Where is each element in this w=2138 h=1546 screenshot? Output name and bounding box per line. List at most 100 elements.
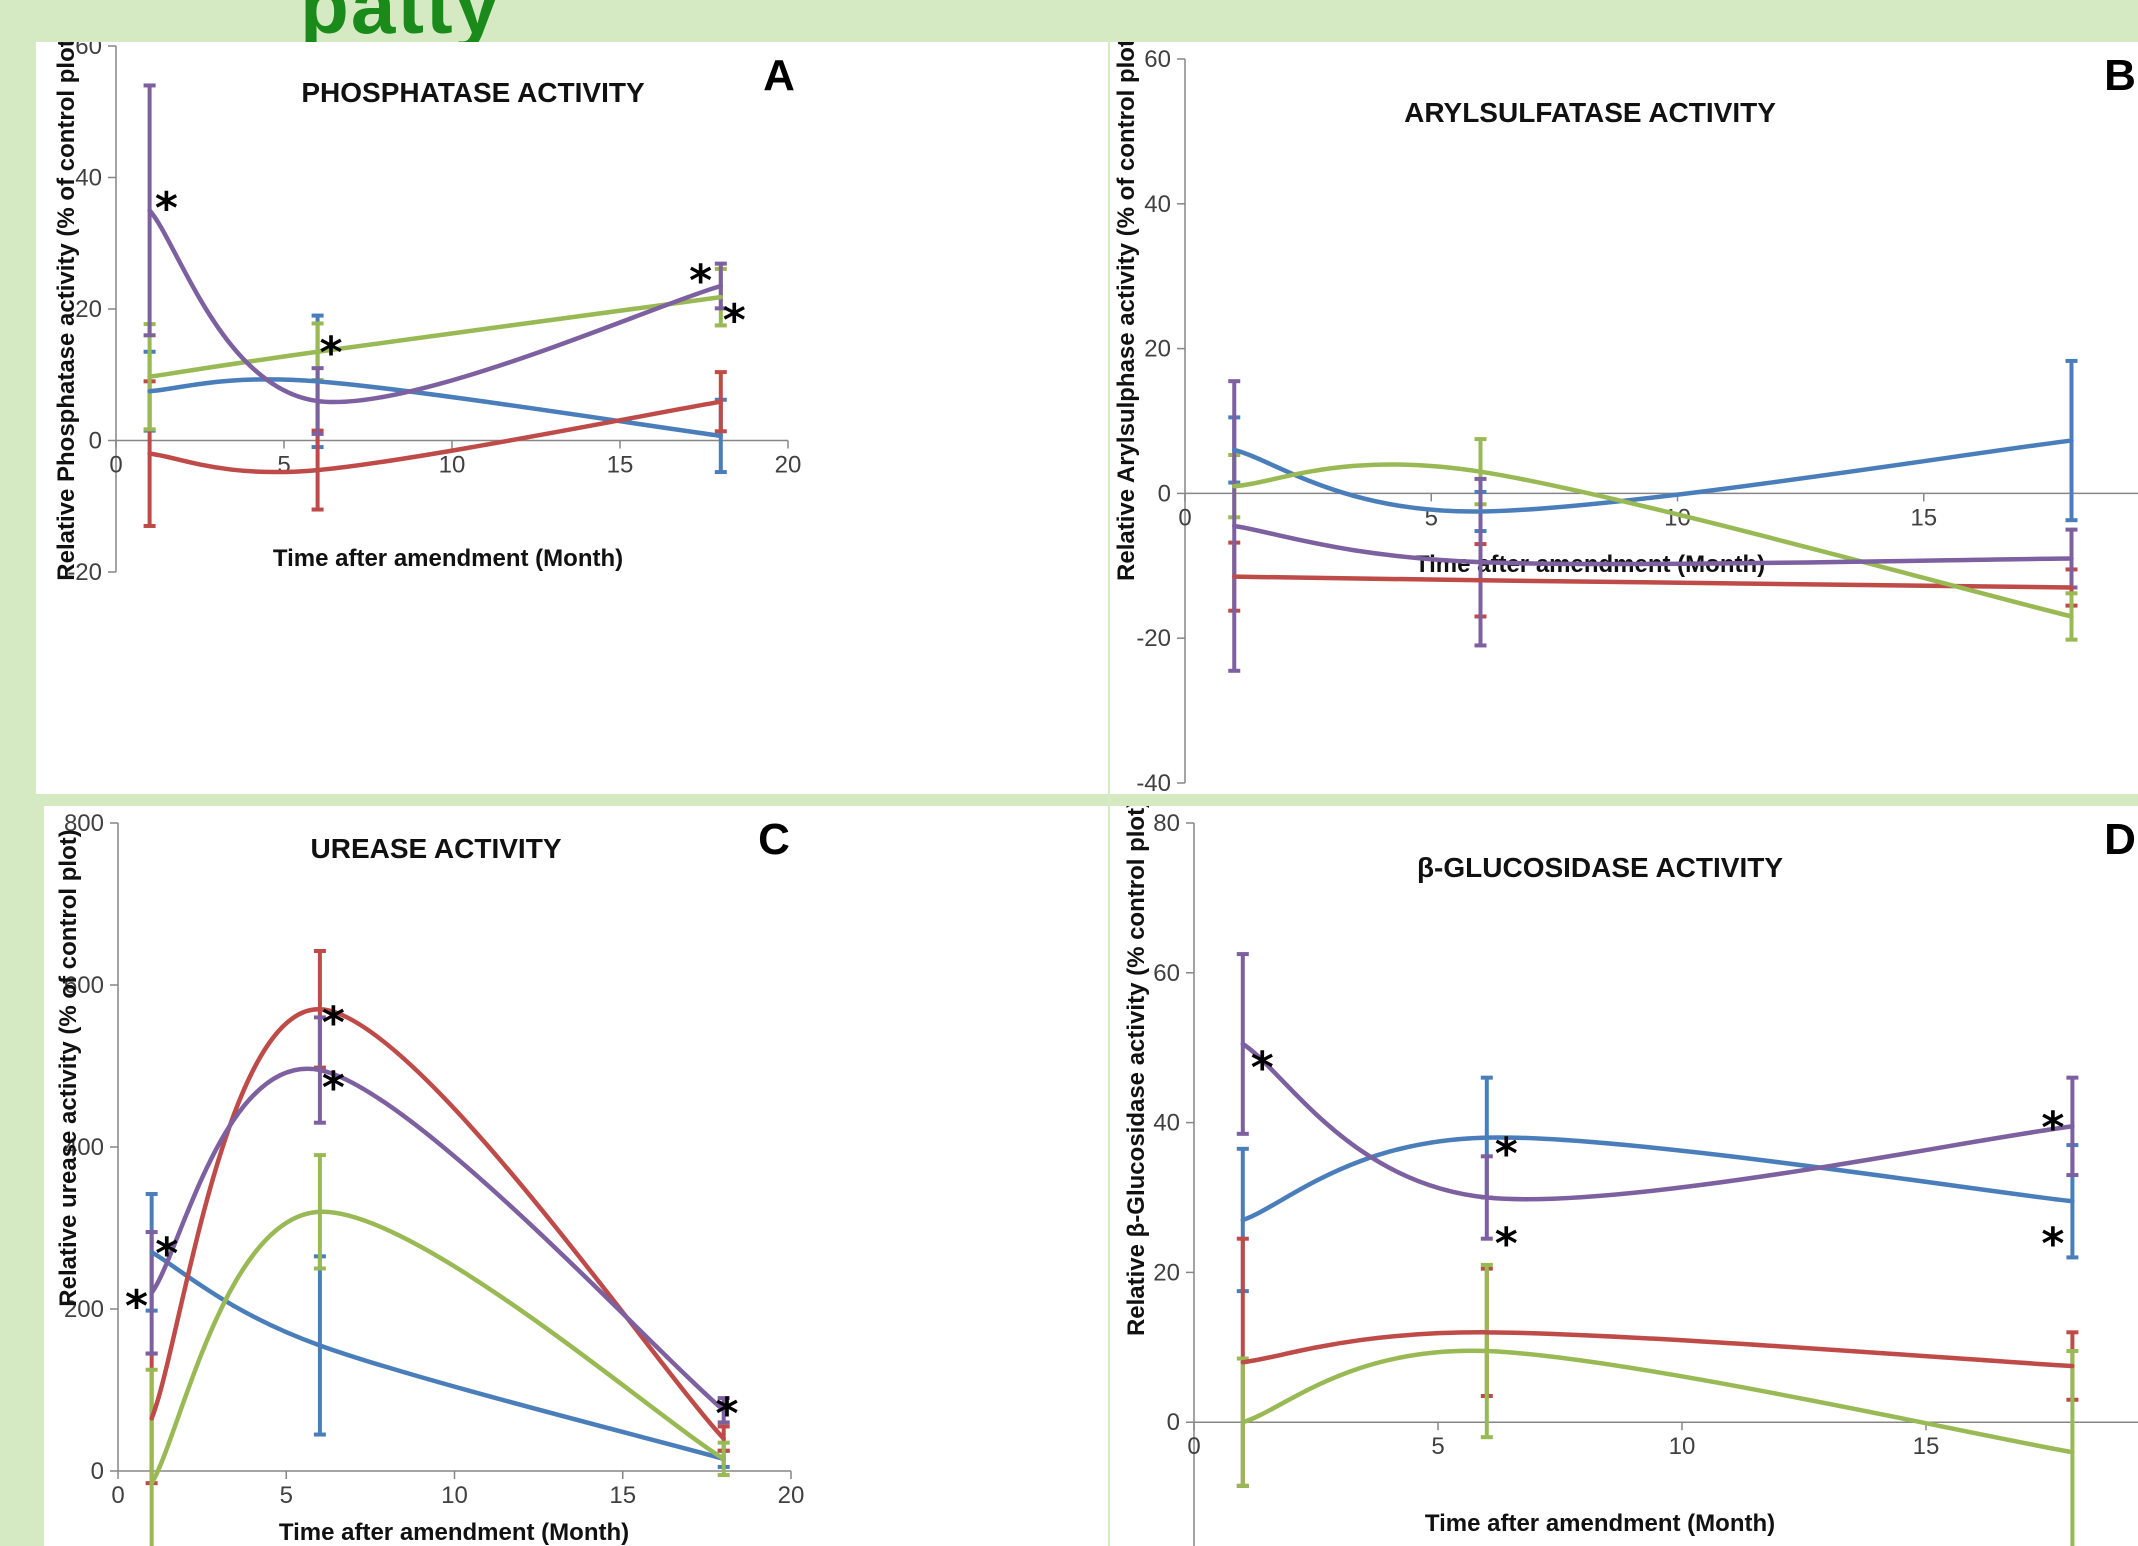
significance-star: * (125, 1281, 148, 1332)
series-group (145, 948, 730, 1486)
x-tick-label: 5 (280, 1482, 293, 1509)
series-group (1228, 358, 2078, 534)
y-tick-label: 400 (64, 1134, 104, 1161)
series-line (147, 377, 724, 439)
x-tick-label: 15 (1913, 1433, 1940, 1460)
x-axis-label: Time after amendment (Month) (273, 545, 623, 572)
x-tick-label: 20 (778, 1482, 805, 1509)
y-axis-label: Relative β-Glucosidase activity (% contr… (1123, 806, 1150, 1336)
chart-title: PHOSPHATASE ACTIVITY (301, 77, 645, 108)
x-tick-label: 10 (441, 1482, 468, 1509)
chart-panel-a: -20 0 20 40 60 0 5 10 15 20 PHOSPHATASE ACTIVITY A T… (36, 42, 1108, 794)
y-tick-label: -20 (1136, 625, 1171, 652)
series-line (1240, 1348, 2075, 1455)
y-tick-label: 80 (1153, 810, 1180, 837)
chart-d: -2002040608005101520β-GLUCOSIDASE ACTIVI… (1123, 806, 2138, 1546)
x-tick-label: 15 (1910, 504, 1937, 531)
y-axis-label: Relative urease activity (% of control p… (55, 829, 82, 1306)
panel-letter: A (763, 51, 795, 100)
panel-letter: B (2104, 51, 2136, 100)
y-tick-label: 800 (64, 810, 104, 837)
y-tick-label: 200 (64, 1296, 104, 1323)
y-tick-label: -40 (1136, 770, 1171, 794)
significance-star: * (155, 183, 178, 234)
y-axis-label: Relative Arylsulphase activity (% of con… (1113, 42, 1140, 581)
x-tick-label: 5 (1431, 1433, 1444, 1460)
chart-title: ARYLSULFATASE ACTIVITY (1404, 97, 1776, 128)
series-line (149, 1209, 726, 1486)
y-tick-label: -20 (67, 559, 102, 586)
y-tick-label: 0 (1167, 1409, 1180, 1436)
x-tick-label: 0 (109, 452, 122, 479)
chart-panel-d: -2002040608005101520β-GLUCOSIDASE ACTIVI… (1110, 806, 2138, 1546)
x-tick-label: 15 (609, 1482, 636, 1509)
x-tick-label: 0 (1187, 1433, 1200, 1460)
x-tick-label: 0 (111, 1482, 124, 1509)
x-axis-label: Time after amendment (Month) (1425, 1510, 1775, 1537)
chart-title: β-GLUCOSIDASE ACTIVITY (1417, 852, 1783, 883)
chart-b: -40-20020406005101520ARYLSULFATASE ACTIV… (1113, 42, 2138, 794)
significance-star: * (155, 1228, 178, 1279)
panel-letter: C (758, 815, 790, 864)
chart-a: -20 0 20 40 60 0 5 10 15 20 PHOSPHATASE ACTIVITY A T… (53, 42, 802, 586)
series-group (1228, 437, 2078, 642)
chart-panel-c: 0 200 400 600 800 0 5 10 15 20 UREASE ACTIVITY C Tim… (44, 806, 1108, 1546)
significance-star: * (1495, 1129, 1518, 1180)
series-group (1236, 1236, 2079, 1488)
significance-star: * (1251, 1042, 1274, 1093)
x-tick-label: 20 (775, 452, 802, 479)
series-group (145, 1153, 730, 1546)
significance-star: * (322, 1062, 345, 1113)
series-group (143, 266, 727, 432)
y-tick-label: 40 (75, 165, 102, 192)
series-group (1228, 379, 2078, 673)
series-line (147, 294, 724, 379)
significance-star: * (716, 1389, 739, 1440)
series-line (147, 208, 724, 405)
x-axis-label: Time after amendment (Month) (279, 1519, 629, 1546)
x-tick-label: 0 (1178, 504, 1191, 531)
panel-letter: D (2104, 815, 2136, 864)
series-group (1236, 952, 2079, 1241)
y-tick-label: 0 (1158, 480, 1171, 507)
significance-star: * (2041, 1102, 2064, 1153)
significance-star: * (1495, 1218, 1518, 1269)
series-line (147, 399, 724, 475)
header-band: patty (0, 0, 2138, 50)
series-group (145, 1015, 730, 1425)
x-tick-label: 15 (607, 452, 634, 479)
significance-star: * (322, 997, 345, 1048)
series-line (1240, 1041, 2075, 1202)
series-line (1240, 1135, 2075, 1223)
series-line (1232, 438, 2074, 514)
y-tick-label: 0 (89, 428, 102, 455)
y-tick-label: 20 (75, 296, 102, 323)
significance-star: * (689, 255, 712, 306)
y-tick-label: 60 (1153, 960, 1180, 987)
header-title: patty (300, 0, 502, 50)
x-tick-label: 10 (439, 452, 466, 479)
y-tick-label: 40 (1153, 1110, 1180, 1137)
x-tick-label: 10 (1669, 1433, 1696, 1460)
chart-c: 0 200 400 600 800 0 5 10 15 20 UREASE ACTIVITY C Tim… (55, 810, 805, 1546)
series-line (1232, 523, 2074, 567)
y-tick-label: 60 (1144, 46, 1171, 73)
y-axis-label: Relative Phosphatase activity (% of cont… (53, 42, 80, 581)
chart-panel-b: -40-20020406005101520ARYLSULFATASE ACTIV… (1110, 42, 2138, 794)
significance-star: * (723, 295, 746, 346)
series-line (149, 1066, 726, 1413)
series-line (1232, 462, 2074, 619)
series-group (1236, 1262, 2079, 1546)
x-tick-label: 5 (277, 452, 290, 479)
series-line (149, 1250, 726, 1462)
series-line (1240, 1330, 2075, 1369)
y-tick-label: 20 (1144, 336, 1171, 363)
y-tick-label: 600 (64, 972, 104, 999)
y-tick-label: 60 (75, 42, 102, 60)
y-tick-label: 0 (91, 1458, 104, 1485)
y-tick-label: 20 (1153, 1259, 1180, 1286)
series-line (149, 1007, 726, 1441)
significance-star: * (2041, 1218, 2064, 1269)
y-tick-label: 40 (1144, 191, 1171, 218)
chart-title: UREASE ACTIVITY (311, 833, 562, 864)
